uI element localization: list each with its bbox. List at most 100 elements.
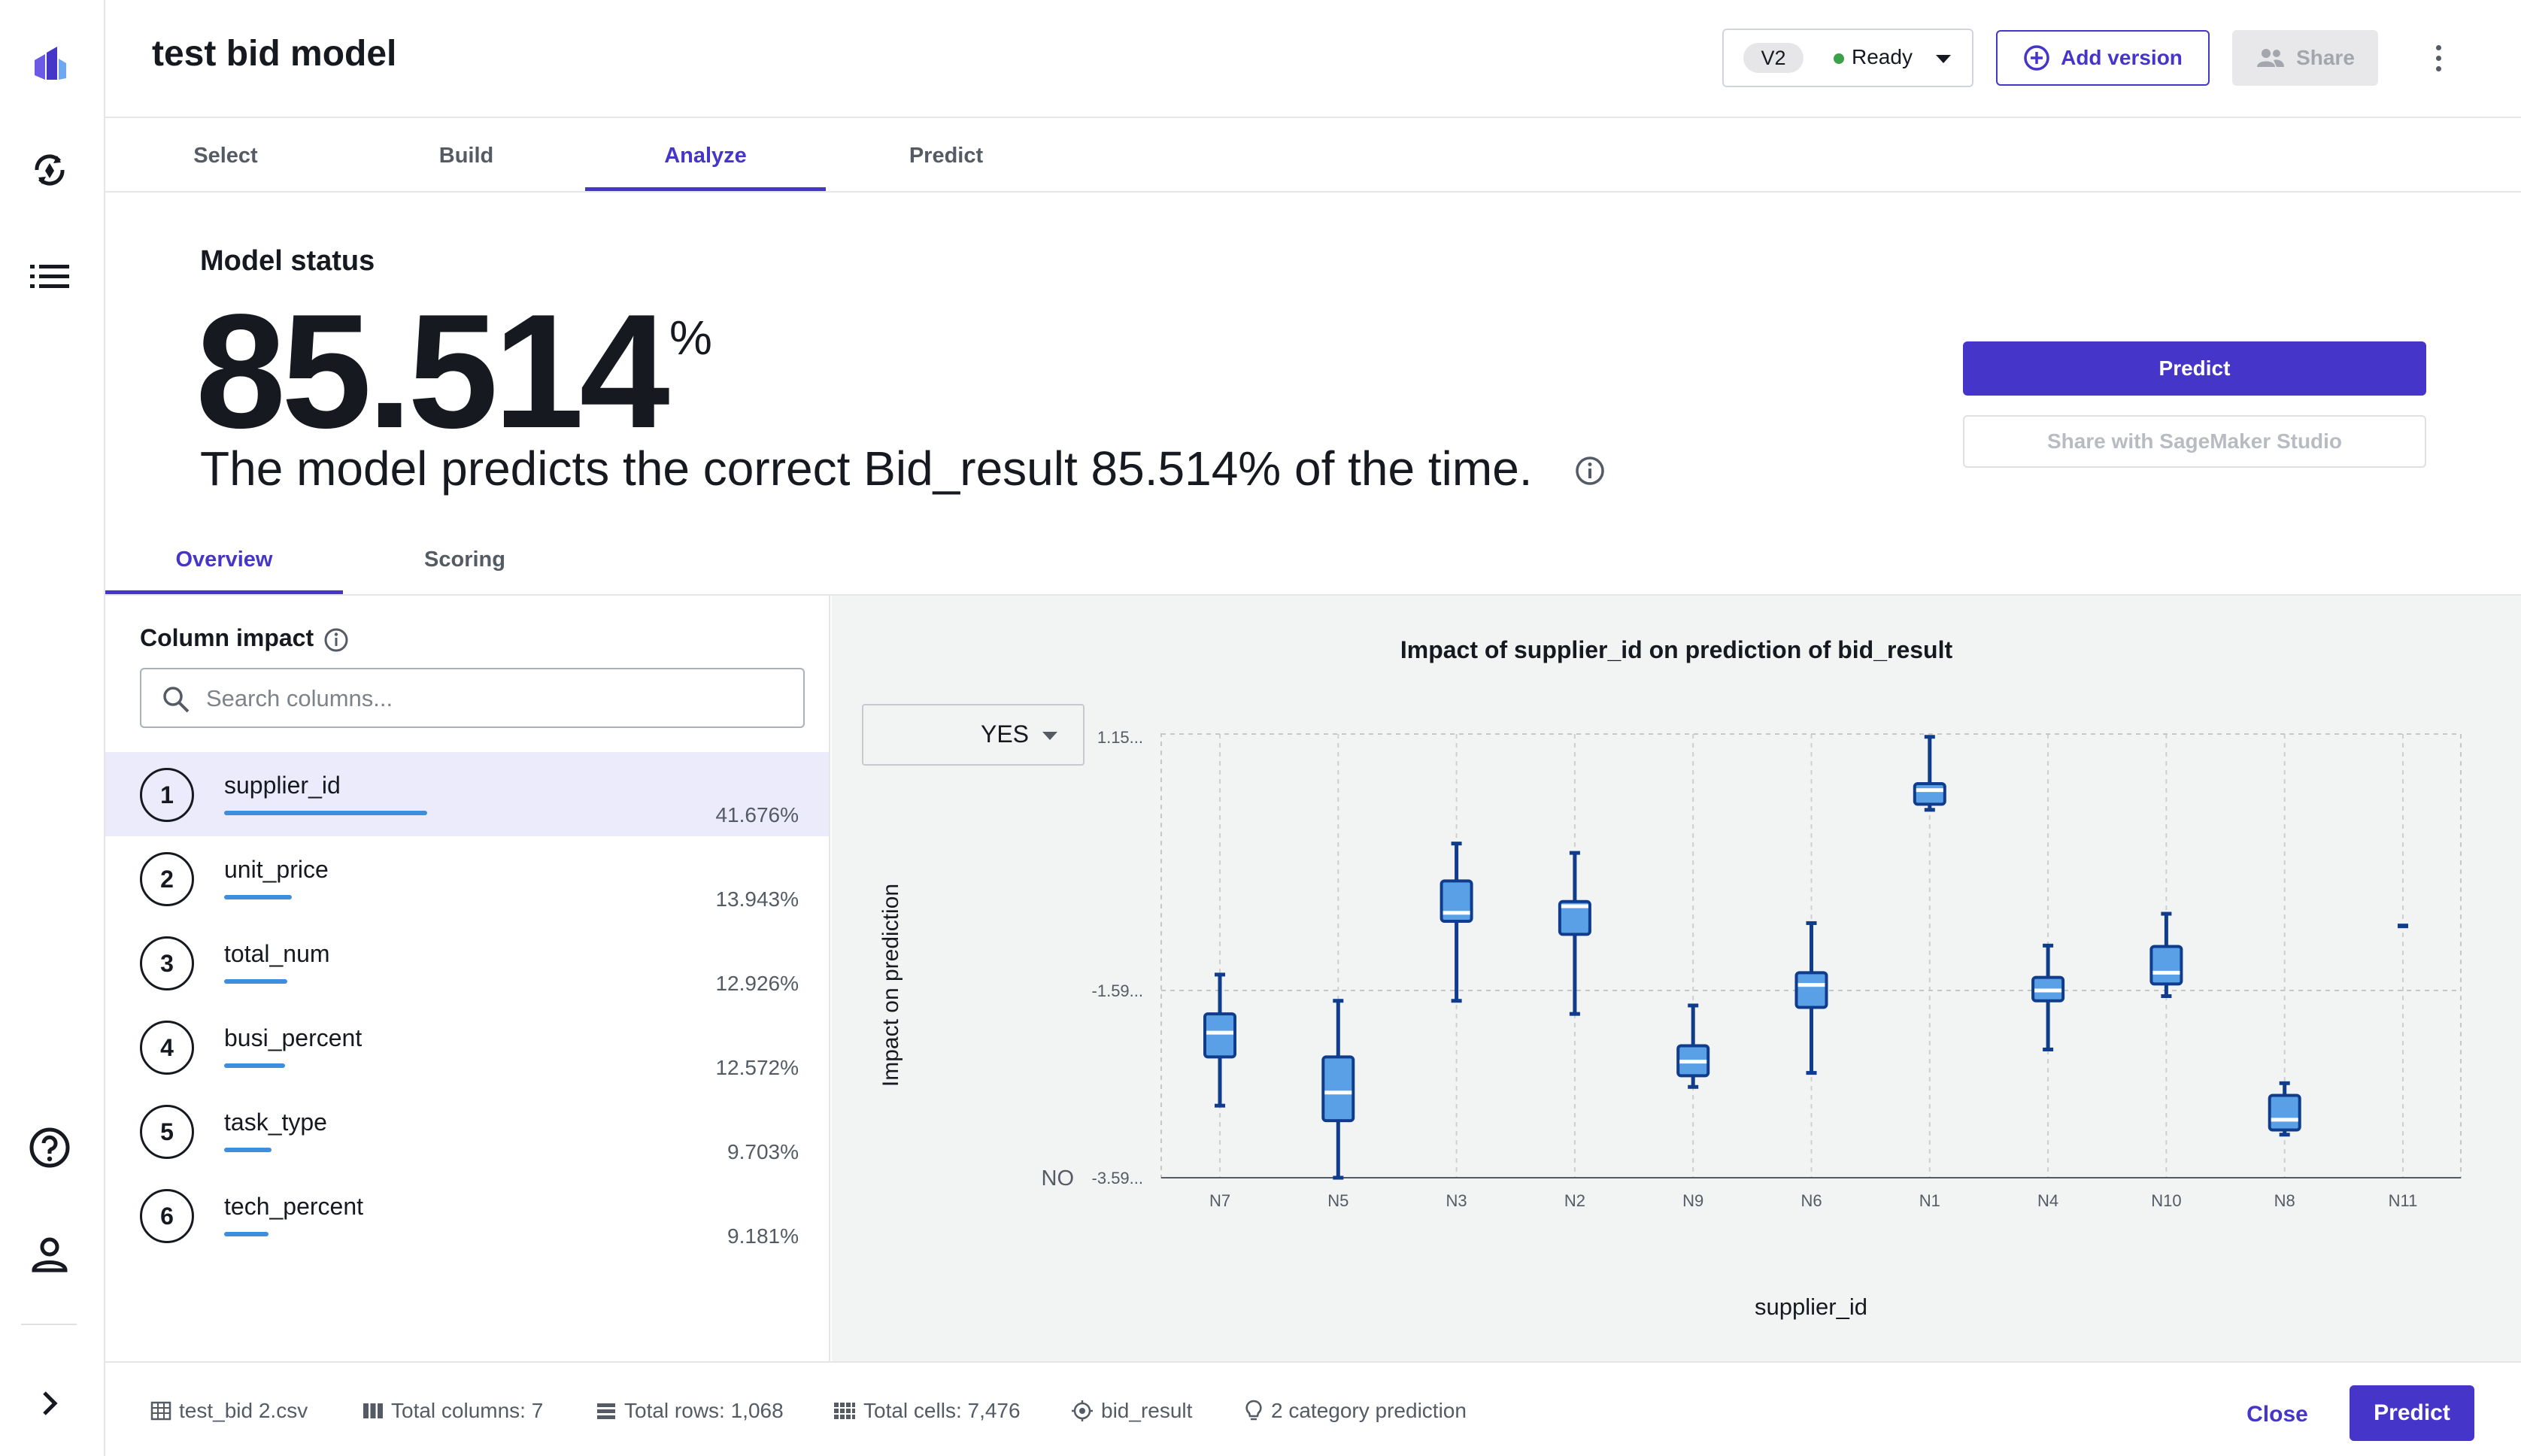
column-name: busi_percent [224, 1024, 363, 1051]
column-rank-badge: 4 [140, 1021, 194, 1075]
footer-total-columns-text: Total columns: 7 [391, 1399, 544, 1422]
box-iqr [1203, 1012, 1236, 1059]
dataset-footer: test_bid 2.csv Total columns: 7 Total ro… [105, 1361, 2521, 1456]
model-status-label: Model status [200, 245, 375, 277]
x-tick-label: N2 [1564, 1191, 1585, 1210]
accuracy-value: 85.514 [196, 280, 670, 462]
footer-target: bid_result [1071, 1399, 1192, 1423]
search-icon [163, 687, 190, 713]
close-button[interactable]: Close [2246, 1402, 2308, 1427]
x-axis-label: supplier_id [1755, 1294, 1867, 1320]
tab-overview[interactable]: Overview [105, 526, 343, 594]
add-version-button[interactable]: Add version [1996, 30, 2210, 86]
search-columns-field[interactable] [140, 668, 805, 728]
class-select-value: YES [980, 720, 1029, 748]
app-logo-icon[interactable] [26, 41, 74, 89]
tab-predict[interactable]: Predict [909, 144, 984, 168]
column-impact-percent: 41.676% [715, 803, 799, 827]
expand-chevron-icon[interactable] [26, 1379, 74, 1427]
caret-down-icon [1936, 55, 1951, 63]
tab-select[interactable]: Select [193, 144, 258, 168]
footer-file: test_bid 2.csv [150, 1399, 308, 1423]
footer-total-cells: Total cells: 7,476 [833, 1399, 1021, 1423]
chart-title: Impact of supplier_id on prediction of b… [1400, 636, 1953, 663]
impact-chart-panel: Impact of supplier_id on prediction of b… [832, 596, 2521, 1361]
user-profile-icon[interactable] [26, 1230, 74, 1279]
column-rank-badge: 1 [140, 768, 194, 822]
left-nav-rail [0, 0, 105, 1456]
column-row-busi-percent[interactable]: 4 busi_percent 12.572% [105, 1005, 829, 1089]
status-dot-icon [1834, 53, 1844, 64]
column-impact-panel: Column impact 1 supplier_id 41.676% 2 unit_p… [105, 596, 830, 1361]
column-rank-badge: 3 [140, 936, 194, 990]
x-tick-label: N6 [1800, 1191, 1822, 1210]
x-tick-label: N1 [1919, 1191, 1940, 1210]
column-impact-title: Column impact [140, 624, 314, 651]
add-circle-icon [2024, 45, 2049, 71]
tab-analyze[interactable]: Analyze [585, 120, 826, 191]
x-tick-label: N11 [2389, 1191, 2418, 1210]
column-name: unit_price [224, 856, 329, 883]
help-icon[interactable] [26, 1124, 74, 1172]
tab-scoring[interactable]: Scoring [424, 548, 505, 572]
column-rank-badge: 2 [140, 852, 194, 906]
column-name: tech_percent [224, 1193, 364, 1220]
search-input[interactable] [205, 680, 791, 717]
column-impact-bar [224, 1148, 272, 1152]
grid-icon [834, 1403, 855, 1419]
version-chip: V2 [1743, 43, 1804, 73]
accuracy-sentence: The model predicts the correct Bid_resul… [200, 441, 1533, 496]
column-name: task_type [224, 1109, 327, 1136]
add-version-label: Add version [2061, 46, 2183, 69]
y-tick-label: -1.59... [1092, 981, 1143, 1000]
columns-icon [363, 1403, 383, 1418]
models-icon[interactable] [26, 146, 74, 194]
share-sagemaker-studio-button[interactable]: Share with SageMaker Studio [1963, 415, 2426, 468]
lightbulb-icon [1245, 1400, 1262, 1421]
class-select[interactable]: YES [862, 704, 1085, 766]
column-row-total-num[interactable]: 3 total_num 12.926% [105, 921, 829, 1005]
x-tick-label: N4 [2037, 1191, 2058, 1210]
page-header: test bid model V2 Ready Add version Shar… [105, 0, 2521, 118]
footer-total-rows-text: Total rows: 1,068 [624, 1399, 784, 1422]
box-iqr [2268, 1094, 2301, 1132]
footer-total-columns: Total columns: 7 [363, 1399, 543, 1423]
column-impact-bar [224, 979, 287, 984]
footer-file-name: test_bid 2.csv [179, 1399, 308, 1422]
column-impact-percent: 13.943% [715, 887, 799, 911]
main-tabs: Select Build Analyze Predict [105, 120, 2521, 193]
caret-down-icon [1042, 732, 1057, 740]
x-tick-label: N5 [1327, 1191, 1348, 1210]
box-point [2398, 924, 2408, 929]
footer-prediction-type-text: 2 category prediction [1271, 1399, 1467, 1422]
box-plot-chart: 1.15... -1.59... -3.59... NO Impact on predi… [878, 728, 2462, 1320]
box-iqr [1913, 781, 1946, 806]
predict-button[interactable]: Predict [1963, 341, 2426, 396]
x-tick-label: N7 [1209, 1191, 1230, 1210]
info-icon[interactable] [1575, 456, 1605, 486]
y-tick-label: -3.59... [1092, 1169, 1143, 1188]
page-title: test bid model [152, 34, 397, 74]
column-impact-bar [224, 895, 292, 899]
share-button[interactable]: Share [2232, 30, 2378, 86]
footer-total-cells-text: Total cells: 7,476 [863, 1399, 1021, 1422]
box-iqr [1321, 1055, 1355, 1123]
column-row-tech-percent[interactable]: 6 tech_percent 9.181% [105, 1173, 829, 1257]
column-impact-percent: 12.572% [715, 1056, 799, 1079]
x-tick-label: N10 [2151, 1191, 2181, 1210]
column-row-task-type[interactable]: 5 task_type 9.703% [105, 1089, 829, 1173]
column-row-supplier-id[interactable]: 1 supplier_id 41.676% [105, 752, 829, 836]
share-label: Share [2296, 46, 2355, 69]
column-impact-info-icon[interactable] [323, 627, 349, 653]
datasets-list-icon[interactable] [26, 253, 74, 301]
tab-build[interactable]: Build [438, 144, 494, 168]
column-row-unit-price[interactable]: 2 unit_price 13.943% [105, 836, 829, 921]
footer-total-rows: Total rows: 1,068 [596, 1399, 784, 1423]
class-no-label: NO [1042, 1166, 1075, 1191]
box-iqr [1439, 879, 1473, 923]
more-options-icon[interactable] [2423, 39, 2453, 77]
version-select[interactable]: V2 Ready [1722, 29, 1973, 87]
footer-predict-button[interactable]: Predict [2350, 1385, 2474, 1441]
box-iqr [2149, 945, 2183, 986]
target-icon [1072, 1400, 1093, 1421]
